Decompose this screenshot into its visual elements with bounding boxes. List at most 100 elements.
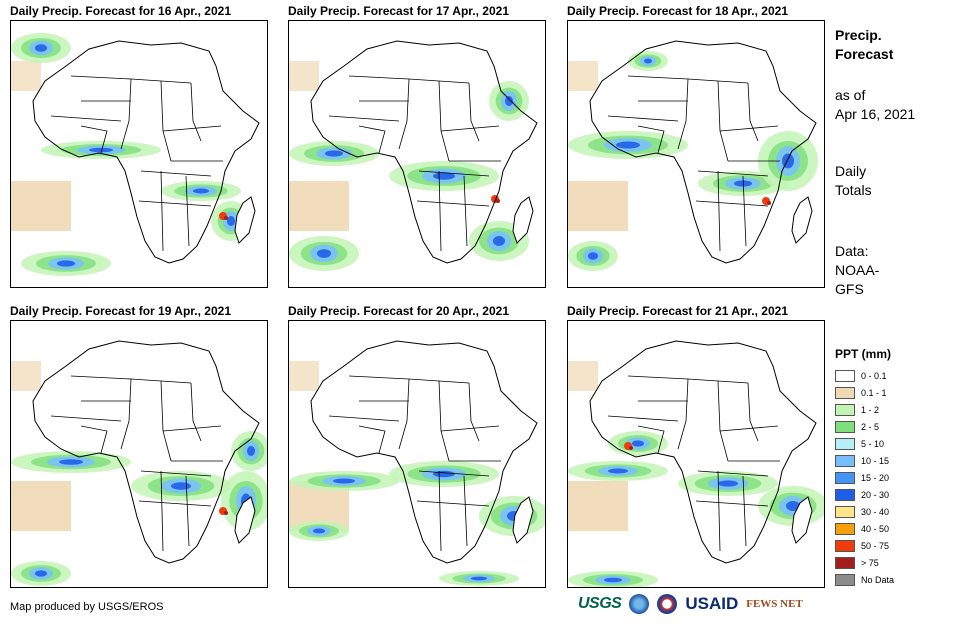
totals-line: Daily [835, 163, 867, 179]
legend-item: 0 - 0.1 [835, 367, 894, 384]
madagascar [791, 496, 813, 544]
africa-map-svg [11, 33, 260, 276]
legend-swatch [835, 556, 855, 569]
map-credit: Map produced by USGS/EROS [10, 601, 164, 613]
usaid-logo: USAID [685, 594, 739, 613]
country-border [637, 425, 665, 454]
country-border [677, 378, 689, 450]
precip-very-heavy [227, 216, 235, 226]
precip-map[interactable] [288, 320, 546, 588]
precip-very-heavy [493, 236, 505, 246]
country-border [162, 125, 223, 162]
country-border [438, 170, 468, 252]
country-border [138, 470, 212, 507]
country-border [348, 375, 470, 384]
map-panel-apr19: Daily Precip. Forecast for 19 Apr., 2021 [10, 304, 268, 594]
country-border [50, 400, 131, 422]
country-border [747, 82, 759, 142]
precip-very-heavy [588, 252, 598, 260]
precip-very-heavy [718, 480, 738, 487]
precip-very-heavy [35, 44, 47, 52]
country-border [695, 470, 769, 507]
country-border [138, 170, 212, 207]
country-border [328, 100, 409, 122]
asof-label: as of [835, 87, 866, 103]
precip-map[interactable] [288, 20, 546, 288]
map-heading: Precip. Forecast [835, 26, 893, 64]
precip-max [767, 201, 771, 205]
precip-very-heavy [57, 260, 75, 267]
precip-very-heavy [317, 249, 331, 258]
madagascar [512, 196, 534, 244]
dry-patch [11, 181, 71, 231]
country-border [468, 382, 480, 442]
country-border [80, 125, 108, 154]
country-border [162, 425, 223, 462]
precip-map[interactable] [10, 20, 268, 288]
legend-item: 30 - 40 [835, 503, 894, 520]
precip-max [629, 446, 633, 450]
data-source-line: NOAA- [835, 262, 880, 278]
country-border [627, 375, 749, 384]
legend-swatch [835, 454, 855, 467]
legend-label: 15 - 20 [861, 472, 890, 483]
country-border [70, 375, 192, 384]
as-of-date: as of Apr 16, 2021 [835, 86, 915, 124]
madagascar [791, 196, 813, 244]
country-border [607, 100, 688, 122]
map-panel-apr18: Daily Precip. Forecast for 18 Apr., 2021 [567, 4, 825, 294]
legend-swatch [835, 488, 855, 501]
precip-very-heavy [333, 478, 355, 484]
legend-label: 10 - 15 [861, 455, 890, 466]
legend-swatch [835, 471, 855, 484]
totals-line: Totals [835, 182, 872, 198]
country-border [719, 125, 780, 162]
precip-very-heavy [604, 577, 622, 583]
precip-map[interactable] [567, 20, 825, 288]
precip-map[interactable] [567, 320, 825, 588]
data-source-line: Data: [835, 243, 869, 259]
africa-map-svg [568, 40, 818, 271]
country-border [438, 470, 468, 552]
africa-map-svg [11, 340, 267, 586]
usda-seal-icon [657, 594, 678, 614]
country-border [120, 78, 132, 150]
country-border [190, 382, 202, 442]
coastline [32, 40, 260, 264]
country-border [50, 100, 131, 122]
legend-swatch [835, 437, 855, 450]
country-border [160, 170, 190, 252]
precip-very-heavy [247, 446, 255, 456]
precip-very-heavy [89, 147, 113, 153]
legend-label: 5 - 10 [861, 438, 885, 449]
precip-very-heavy [35, 570, 47, 577]
country-border [747, 382, 759, 442]
africa-landmass [590, 41, 816, 263]
coastline [310, 40, 538, 264]
precip-very-heavy [59, 459, 83, 465]
precip-very-heavy [644, 58, 652, 64]
legend-item: 50 - 75 [835, 537, 894, 554]
legend-label: 30 - 40 [861, 506, 890, 517]
precip-very-heavy [171, 482, 191, 490]
country-border [627, 75, 749, 84]
heading-line: Forecast [835, 46, 894, 62]
map-panel-apr21: Daily Precip. Forecast for 21 Apr., 2021 [567, 304, 825, 594]
data-source-line: GFS [835, 281, 864, 297]
madagascar [512, 496, 534, 544]
legend-label: 50 - 75 [861, 540, 890, 551]
precip-very-heavy [325, 150, 343, 157]
precip-very-heavy [313, 528, 325, 534]
legend-swatch [835, 505, 855, 518]
dry-patch [568, 181, 628, 231]
legend-label: No Data [861, 574, 895, 585]
noaa-logo-icon [629, 594, 650, 614]
legend-item: 20 - 30 [835, 486, 894, 503]
legend-item: > 75 [835, 554, 894, 571]
country-border [70, 75, 192, 84]
legend-swatch [835, 386, 855, 399]
dry-patch [289, 181, 349, 231]
country-border [607, 400, 688, 422]
precip-map[interactable] [10, 320, 268, 588]
legend-label: > 75 [861, 557, 879, 568]
